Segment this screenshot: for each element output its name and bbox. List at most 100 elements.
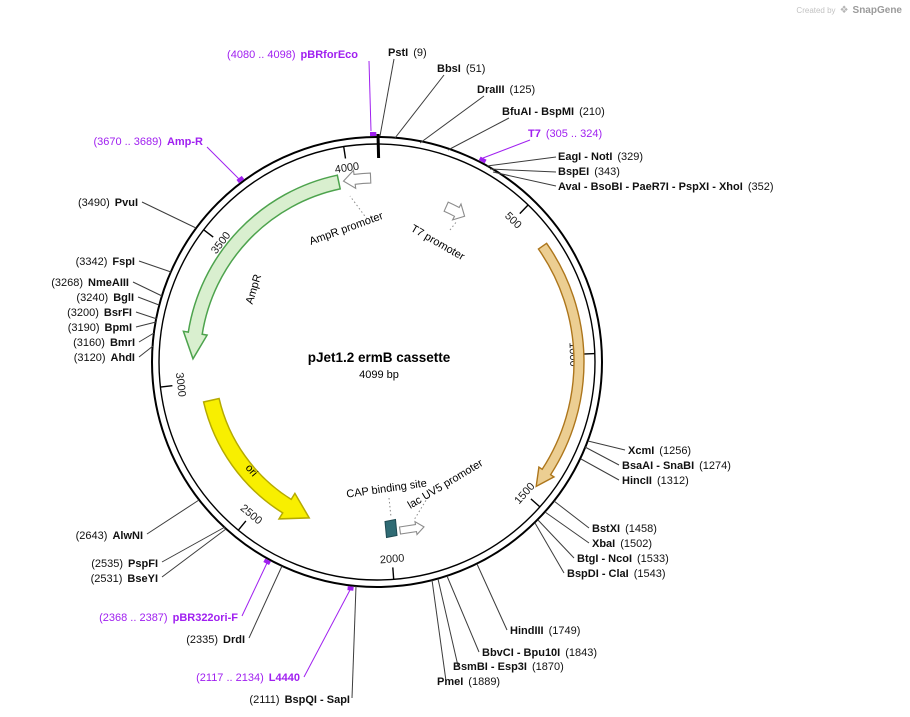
t7-promoter-arrow[interactable] (443, 201, 466, 221)
site-label-nmeaIII[interactable]: (3268) NmeAIII (51, 277, 129, 289)
tick-label-2500: 2500 (238, 502, 265, 527)
insert-cassette-arc[interactable] (535, 242, 585, 488)
site-label-hincII[interactable]: HincII (1312) (622, 475, 689, 487)
leader-eagI (486, 156, 557, 167)
site-label-fspI[interactable]: (3342) FspI (76, 256, 135, 268)
leader-pstI (379, 58, 395, 137)
site-label-xbaI[interactable]: XbaI (1502) (592, 538, 652, 550)
tick-3500 (203, 229, 214, 238)
primer-label-t7[interactable]: T7 (305 .. 324) (528, 128, 602, 140)
site-label-bfuaI-bspmI[interactable]: BfuAI - BspMI (210) (502, 106, 605, 118)
leader-btgI (537, 519, 575, 559)
leader-bbvcI (446, 575, 480, 653)
site-label-hindIII[interactable]: HindIII (1749) (510, 625, 580, 637)
plasmid-title: pJet1.2 ermB cassette (308, 350, 451, 365)
leader-alwnI (146, 499, 200, 535)
leader-nmeaIII (132, 281, 163, 297)
feature-label-t7-promoter[interactable]: T7 promoter (409, 223, 467, 264)
tick-3000 (160, 385, 173, 388)
connector-cap-binding-site (388, 497, 392, 518)
tick-label-3000: 3000 (173, 372, 188, 398)
site-label-btgI-ncoI[interactable]: BtgI - NcoI (1533) (577, 553, 669, 565)
ampr-promoter-arrow[interactable] (342, 169, 372, 190)
site-label-bspeI[interactable]: BspEI (343) (558, 166, 620, 178)
site-label-bstxI[interactable]: BstXI (1458) (592, 523, 657, 535)
site-label-bsmbI-esp3I[interactable]: BsmBI - Esp3I (1870) (453, 661, 564, 673)
feature-label-ampr-promoter[interactable]: AmpR promoter (308, 210, 385, 248)
leader-bsaaI (584, 446, 620, 466)
leader-pbr322ori-f (241, 562, 268, 617)
tick-2000 (392, 567, 395, 580)
site-label-bpmI[interactable]: (3190) BpmI (68, 322, 132, 334)
site-label-eagI-notI[interactable]: EagI - NotI (329) (558, 151, 643, 163)
origin-tick (376, 133, 381, 159)
leader-drdI (248, 565, 283, 639)
site-label-draIII[interactable]: DraIII (125) (477, 84, 535, 96)
site-label-bspqI-sapI[interactable]: (2111) BspQI - SapI (249, 694, 350, 706)
plasmid-length: 4099 bp (359, 369, 399, 381)
leader-bglI (137, 296, 160, 306)
leader-bstxI (553, 500, 590, 529)
primer-label-pbrforeco[interactable]: (4080 .. 4098) pBRforEco (227, 49, 358, 61)
ampr-gene-arrow[interactable] (182, 174, 342, 361)
site-label-pmeI[interactable]: PmeI (1889) (437, 676, 500, 688)
primer-mark-pbr322ori-f[interactable] (263, 558, 271, 566)
leader-pbrforeco (368, 60, 372, 132)
leader-pspfI (161, 526, 226, 563)
leader-bsmbI (437, 578, 459, 667)
primer-mark-t7[interactable] (478, 156, 487, 164)
tick-1500 (530, 498, 541, 508)
snapgene-logo-icon: ❖ (839, 4, 849, 16)
site-label-drdI[interactable]: (2335) DrdI (186, 634, 245, 646)
site-label-avaI-group[interactable]: AvaI - BsoBI - PaeR7I - PspXI - XhoI (352… (558, 181, 774, 193)
site-label-bbsI[interactable]: BbsI (51) (437, 63, 485, 75)
leader-draIII (419, 95, 485, 144)
site-label-bglI[interactable]: (3240) BglI (76, 292, 134, 304)
site-label-bmrI[interactable]: (3160) BmrI (73, 337, 135, 349)
primer-label-l4440[interactable]: (2117 .. 2134) L4440 (196, 672, 300, 684)
feature-label-ampr[interactable]: AmpR (244, 273, 264, 306)
tick-label-2000: 2000 (380, 552, 405, 566)
site-label-pstI[interactable]: PstI (9) (388, 47, 427, 59)
site-label-bseyI[interactable]: (2531) BseYI (91, 573, 158, 585)
cap-binding-site-box[interactable] (384, 518, 398, 539)
site-label-alwnI[interactable]: (2643) AlwNI (76, 530, 143, 542)
ori-arrow[interactable] (202, 397, 311, 520)
site-label-bsaaI-snabI[interactable]: BsaAI - SnaBI (1274) (622, 460, 731, 472)
lacuv5-promoter-arrow[interactable] (398, 520, 425, 536)
site-label-xcmI[interactable]: XcmI (1256) (628, 445, 691, 457)
leader-ahdI (138, 345, 154, 358)
leader-bspqI (351, 585, 357, 699)
leader-bmrI (138, 332, 155, 343)
leader-pmeI (431, 579, 447, 682)
leader-amp-r (206, 146, 241, 181)
site-label-bspdI-claI[interactable]: BspDI - ClaI (1543) (567, 568, 666, 580)
primer-label-amp-r[interactable]: (3670 .. 3689) Amp-R (93, 136, 203, 148)
connector-t7-promoter (449, 220, 458, 231)
site-label-bbvcI-bpu10I[interactable]: BbvCI - Bpu10I (1843) (482, 647, 597, 659)
leader-bspeI (489, 168, 557, 173)
primer-mark-amp-r[interactable] (236, 175, 245, 184)
tick-2500 (237, 520, 247, 531)
leader-pvuI (141, 201, 197, 229)
primer-mark-l4440[interactable] (347, 586, 354, 591)
site-label-bsrfI[interactable]: (3200) BsrFI (67, 307, 132, 319)
site-label-ahdI[interactable]: (3120) AhdI (74, 352, 135, 364)
primer-label-pbr322ori-f[interactable]: (2368 .. 2387) pBR322ori-F (99, 612, 238, 624)
site-label-pvuI[interactable]: (3490) PvuI (78, 197, 138, 209)
leader-l4440 (303, 589, 351, 678)
tick-1000 (582, 352, 595, 355)
connector-ampr-promoter (349, 195, 368, 220)
leader-bsrfI (135, 311, 158, 320)
tick-label-1500: 1500 (512, 481, 537, 507)
leader-hincII (580, 458, 620, 481)
tick-4000 (343, 146, 347, 159)
watermark: Created by ❖ SnapGene (796, 5, 902, 16)
connector-lacuv5-promoter (413, 496, 429, 521)
leader-xbaI (544, 511, 590, 544)
leader-bspdI (534, 522, 565, 574)
leader-hindIII (476, 563, 508, 631)
leader-avaI (492, 171, 557, 187)
leader-fspI (138, 260, 172, 273)
site-label-pspfI[interactable]: (2535) PspFI (91, 558, 158, 570)
